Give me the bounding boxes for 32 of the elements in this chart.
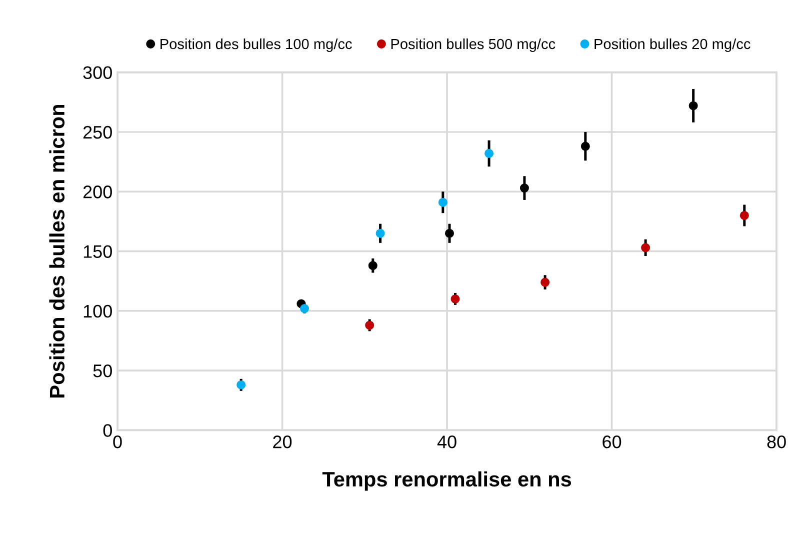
x-axis-title: Temps renormalise en ns: [322, 471, 572, 491]
point: [300, 304, 310, 314]
point: [376, 228, 385, 238]
x-tick-label: 40: [437, 436, 456, 448]
point: [688, 101, 698, 110]
point: [641, 243, 650, 252]
y-axis-title: Position des bulles en micron: [49, 104, 65, 398]
point: [368, 261, 378, 270]
point: [540, 278, 550, 287]
y-tick-label: 250: [83, 126, 112, 139]
y-tick-label: 50: [93, 364, 112, 378]
y-tick-label: 0: [103, 424, 112, 437]
y-tick-label: 200: [83, 186, 112, 198]
legend-label: Position bulles 20 mg/cc: [594, 38, 750, 52]
legend-label: Position bulles 500 mg/cc: [391, 38, 556, 52]
point: [580, 142, 590, 151]
point: [365, 320, 374, 330]
y-tick-label: 300: [83, 66, 112, 80]
point: [484, 148, 494, 158]
point: [444, 228, 454, 238]
x-tick-label: 80: [767, 436, 786, 448]
x-tick-label: 20: [273, 436, 292, 448]
y-tick-label: 150: [84, 245, 112, 258]
x-tick-label: 60: [602, 436, 622, 448]
point: [520, 184, 529, 193]
x-tick-label: 0: [113, 436, 122, 448]
point: [740, 210, 749, 220]
point: [438, 198, 448, 207]
y-tick-label: 100: [84, 304, 112, 318]
point: [450, 294, 460, 304]
legend-label: Position des bulles 100 mg/cc: [160, 38, 352, 52]
point: [236, 380, 246, 390]
